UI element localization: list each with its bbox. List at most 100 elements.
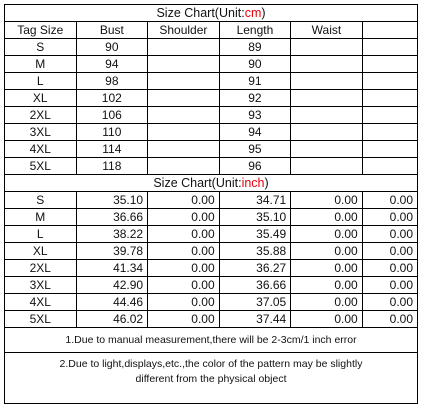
cm-title-unit: cm	[244, 5, 262, 20]
size-chart-sheet: Size Chart(Unit:cm) Tag Size Bust Should…	[4, 4, 419, 404]
inch-cell-shoulder: 0.00	[147, 310, 220, 328]
cm-cell-length: 96	[218, 157, 292, 175]
inch-cell-extra: 0.00	[361, 208, 419, 226]
inch-cell-waist: 0.00	[290, 276, 363, 294]
inch-cell-size: 5XL	[4, 310, 77, 328]
inch-table-row: 4XL 44.46 0.00 37.05 0.00 0.00	[4, 293, 419, 311]
inch-cell-shoulder: 0.00	[147, 191, 220, 209]
inch-cell-waist: 0.00	[290, 208, 363, 226]
inch-title-row: Size Chart(Unit:inch)	[4, 174, 418, 192]
cm-table-row: 4XL 114 95	[4, 140, 419, 158]
note2-line1: 2.Due to light,displays,etc.,the color o…	[59, 358, 363, 370]
header-length: Length	[218, 21, 292, 39]
inch-cell-extra: 0.00	[361, 259, 419, 277]
inch-cell-bust: 35.10	[75, 191, 149, 209]
inch-cell-extra: 0.00	[361, 310, 419, 328]
inch-cell-size: L	[4, 225, 77, 243]
cm-cell-length: 92	[218, 89, 292, 107]
cm-cell-bust: 110	[75, 123, 149, 141]
cm-table-row: 5XL 118 96	[4, 157, 419, 175]
cm-cell-shoulder	[147, 140, 220, 158]
header-empty	[361, 21, 419, 39]
cm-cell-waist	[290, 72, 363, 90]
inch-table-row: 3XL 42.90 0.00 36.66 0.00 0.00	[4, 276, 419, 294]
cm-cell-extra	[361, 123, 419, 141]
inch-cell-length: 36.27	[218, 259, 292, 277]
inch-title-unit: inch	[241, 175, 265, 190]
inch-title-suffix: )	[264, 175, 269, 190]
cm-cell-bust: 98	[75, 72, 149, 90]
inch-cell-waist: 0.00	[290, 191, 363, 209]
cm-cell-shoulder	[147, 106, 220, 124]
inch-cell-shoulder: 0.00	[147, 259, 220, 277]
cm-cell-size: L	[4, 72, 77, 90]
header-waist: Waist	[290, 21, 363, 39]
cm-cell-shoulder	[147, 55, 220, 73]
cm-cell-length: 89	[218, 38, 292, 56]
cm-cell-extra	[361, 38, 419, 56]
inch-title-prefix: Size Chart(Unit:	[153, 175, 242, 190]
note-color-difference: 2.Due to light,displays,etc.,the color o…	[4, 352, 418, 404]
inch-cell-length: 37.05	[218, 293, 292, 311]
inch-cell-extra: 0.00	[361, 242, 419, 260]
inch-cell-length: 35.10	[218, 208, 292, 226]
inch-cell-shoulder: 0.00	[147, 225, 220, 243]
inch-cell-bust: 44.46	[75, 293, 149, 311]
inch-cell-waist: 0.00	[290, 242, 363, 260]
header-bust: Bust	[75, 21, 149, 39]
inch-cell-waist: 0.00	[290, 293, 363, 311]
size-table: Size Chart(Unit:cm) Tag Size Bust Should…	[4, 4, 419, 404]
cm-cell-waist	[290, 38, 363, 56]
inch-cell-extra: 0.00	[361, 293, 419, 311]
cm-cell-extra	[361, 72, 419, 90]
cm-cell-shoulder	[147, 123, 220, 141]
cm-table-row: M 94 90	[4, 55, 419, 73]
inch-cell-size: 4XL	[4, 293, 77, 311]
inch-table-row: L 38.22 0.00 35.49 0.00 0.00	[4, 225, 419, 243]
cm-cell-bust: 114	[75, 140, 149, 158]
inch-cell-bust: 46.02	[75, 310, 149, 328]
cm-cell-waist	[290, 106, 363, 124]
cm-cell-size: M	[4, 55, 77, 73]
inch-table-row: XL 39.78 0.00 35.88 0.00 0.00	[4, 242, 419, 260]
cm-cell-size: 2XL	[4, 106, 77, 124]
cm-cell-size: S	[4, 38, 77, 56]
cm-cell-extra	[361, 55, 419, 73]
inch-cell-size: XL	[4, 242, 77, 260]
cm-cell-bust: 94	[75, 55, 149, 73]
cm-cell-length: 90	[218, 55, 292, 73]
cm-cell-waist	[290, 89, 363, 107]
cm-cell-shoulder	[147, 72, 220, 90]
note-measurement-error: 1.Due to manual measurement,there will b…	[4, 327, 418, 353]
cm-cell-length: 93	[218, 106, 292, 124]
inch-cell-length: 37.44	[218, 310, 292, 328]
inch-cell-size: M	[4, 208, 77, 226]
cm-cell-length: 91	[218, 72, 292, 90]
note1-row: 1.Due to manual measurement,there will b…	[4, 327, 418, 353]
inch-cell-length: 35.88	[218, 242, 292, 260]
cm-table-row: S 90 89	[4, 38, 419, 56]
cm-cell-size: XL	[4, 89, 77, 107]
inch-cell-waist: 0.00	[290, 310, 363, 328]
cm-cell-bust: 118	[75, 157, 149, 175]
inch-cell-size: S	[4, 191, 77, 209]
cm-cell-waist	[290, 55, 363, 73]
inch-chart-title: Size Chart(Unit:inch)	[4, 174, 418, 192]
cm-cell-size: 5XL	[4, 157, 77, 175]
cm-cell-length: 95	[218, 140, 292, 158]
cm-cell-extra	[361, 157, 419, 175]
inch-table-row: S 35.10 0.00 34.71 0.00 0.00	[4, 191, 419, 209]
cm-cell-bust: 106	[75, 106, 149, 124]
inch-cell-length: 36.66	[218, 276, 292, 294]
cm-cell-waist	[290, 157, 363, 175]
cm-cell-extra	[361, 89, 419, 107]
inch-cell-shoulder: 0.00	[147, 276, 220, 294]
inch-cell-shoulder: 0.00	[147, 242, 220, 260]
cm-table-row: 2XL 106 93	[4, 106, 419, 124]
size-table-body: Size Chart(Unit:cm) Tag Size Bust Should…	[4, 4, 419, 404]
inch-cell-extra: 0.00	[361, 225, 419, 243]
inch-cell-extra: 0.00	[361, 191, 419, 209]
inch-cell-size: 3XL	[4, 276, 77, 294]
inch-cell-bust: 38.22	[75, 225, 149, 243]
inch-cell-length: 35.49	[218, 225, 292, 243]
